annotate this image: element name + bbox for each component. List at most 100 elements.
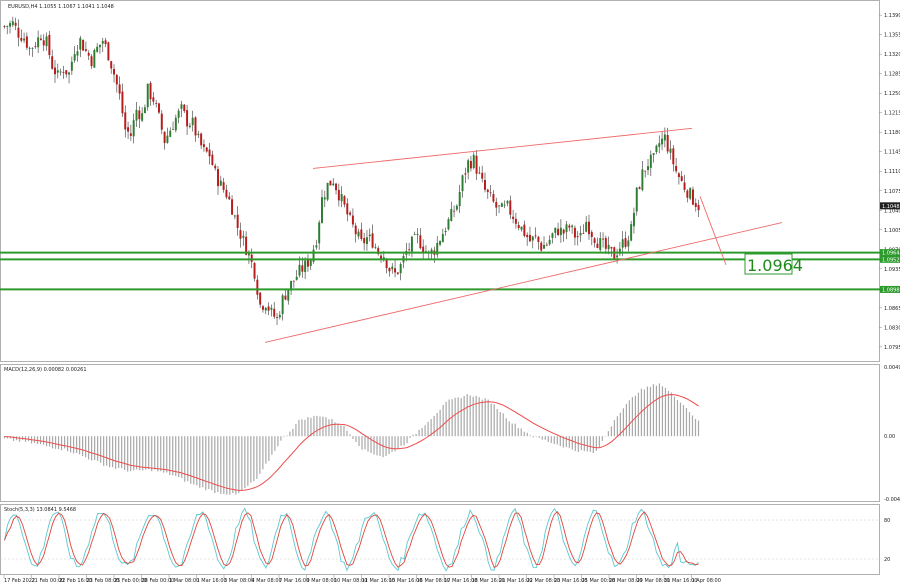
macd-histogram-bar: [676, 399, 679, 437]
stoch-title: Stoch(5,3,3) 13.0841 9.5468: [4, 507, 76, 513]
macd-histogram-bar: [42, 436, 45, 445]
candle-body: [523, 224, 526, 236]
macd-histogram-bar: [301, 419, 303, 437]
macd-histogram-bar: [682, 405, 685, 437]
macd-histogram-bar: [466, 394, 468, 437]
candle-body: [419, 235, 422, 249]
axes-layer: 1.1390 1.1355 1.1320 1.1285 1.1250 1.1215 1.11…: [3, 13, 900, 584]
macd-histogram-bar: [220, 436, 222, 494]
macd-histogram-bar: [631, 397, 634, 437]
candle-body: [565, 224, 568, 233]
macd-histogram-bar: [556, 436, 558, 445]
candle-body: [233, 215, 236, 217]
macd-histogram-bar: [283, 436, 285, 437]
macd-histogram-bar: [367, 436, 369, 452]
macd-histogram-bar: [265, 436, 267, 464]
level-highlight-label: 1.0964: [747, 256, 803, 275]
candle-body: [585, 222, 588, 232]
macd-histogram-bar: [433, 415, 435, 437]
candle-body: [545, 244, 548, 246]
candle-body: [172, 129, 175, 131]
macd-histogram-bar: [394, 436, 396, 452]
candle-body: [677, 173, 680, 178]
candle-body: [655, 145, 658, 152]
candle-body: [436, 242, 439, 255]
macd-histogram-bar: [63, 436, 66, 449]
lower-trendline: [264, 222, 783, 343]
candle-body: [177, 110, 180, 118]
macd-histogram-bar: [190, 436, 192, 484]
candle-body: [557, 228, 560, 236]
macd-histogram-bar: [316, 415, 318, 437]
macd-histogram-bar: [691, 415, 694, 437]
candle-body: [121, 91, 124, 114]
candle-body: [461, 175, 464, 192]
candle-body: [604, 238, 607, 249]
time-tick-label: 4 Mar 08:00: [252, 578, 282, 584]
candle-body: [540, 242, 543, 251]
macd-histogram-bar: [565, 436, 567, 447]
macd-histogram-bar: [601, 436, 603, 441]
candle-body: [467, 160, 470, 173]
candle-body: [51, 56, 54, 69]
candle-body: [70, 61, 73, 71]
level-axis-badge: [880, 285, 900, 293]
macd-histogram-bar: [544, 436, 546, 440]
macd-tick-label: -0.00449: [884, 497, 900, 503]
price-tick-label: 1.1110: [884, 169, 900, 175]
candle-body: [200, 133, 203, 146]
time-tick-label: 22 Feb 16:00: [59, 578, 92, 584]
macd-histogram-bar: [57, 436, 60, 450]
candle-body: [517, 224, 520, 229]
candle-body: [135, 109, 138, 121]
candle-body: [638, 187, 641, 189]
candle-body: [602, 238, 605, 240]
macd-histogram-bar: [526, 432, 528, 437]
candle-body: [360, 229, 363, 239]
candle-body: [129, 133, 132, 136]
macd-histogram-bar: [118, 436, 120, 469]
macd-histogram-bar: [45, 436, 48, 447]
candle-body: [534, 235, 537, 237]
candle-body: [422, 246, 425, 253]
candle-body: [306, 259, 309, 267]
macd-histogram-bar: [505, 418, 507, 437]
candle-body: [354, 225, 357, 235]
macd-histogram-bar: [412, 434, 414, 437]
macd-histogram-bar: [376, 436, 378, 456]
macd-histogram-bar: [625, 403, 627, 437]
macd-histogram-bar: [307, 416, 309, 437]
candle-body: [380, 255, 382, 259]
macd-histogram-bar: [595, 436, 597, 451]
candle-body: [683, 182, 686, 190]
candle-body: [253, 262, 256, 279]
macd-histogram-bar: [163, 436, 165, 473]
candle-body: [686, 190, 689, 198]
candle-body: [464, 173, 467, 175]
macd-histogram-bar: [349, 434, 351, 437]
candle-body: [506, 200, 509, 204]
macd-histogram-bar: [280, 436, 282, 441]
candle-body: [245, 236, 248, 255]
candle-body: [371, 233, 374, 248]
macd-histogram-bar: [478, 397, 480, 437]
candle-body: [596, 243, 599, 249]
candle-body: [332, 183, 335, 186]
candle-body: [315, 245, 318, 248]
macd-histogram-bar: [292, 428, 294, 437]
macd-histogram-bar: [640, 388, 643, 437]
candle-body: [365, 237, 368, 245]
macd-histogram-bar: [541, 436, 543, 440]
macd-histogram-bar: [517, 428, 519, 437]
macd-histogram-bar: [235, 436, 237, 495]
macd-histogram-bar: [559, 436, 561, 446]
stoch-signal-line: [4, 511, 699, 569]
macd-histogram-bar: [400, 436, 402, 446]
level-axis-label: 1.0898: [882, 287, 900, 293]
candle-body: [349, 212, 352, 215]
candle-body: [666, 134, 669, 152]
candle-body: [34, 46, 37, 48]
macd-histogram-bar: [139, 436, 141, 471]
macd-histogram-bar: [39, 436, 42, 445]
candle-body: [680, 176, 683, 182]
